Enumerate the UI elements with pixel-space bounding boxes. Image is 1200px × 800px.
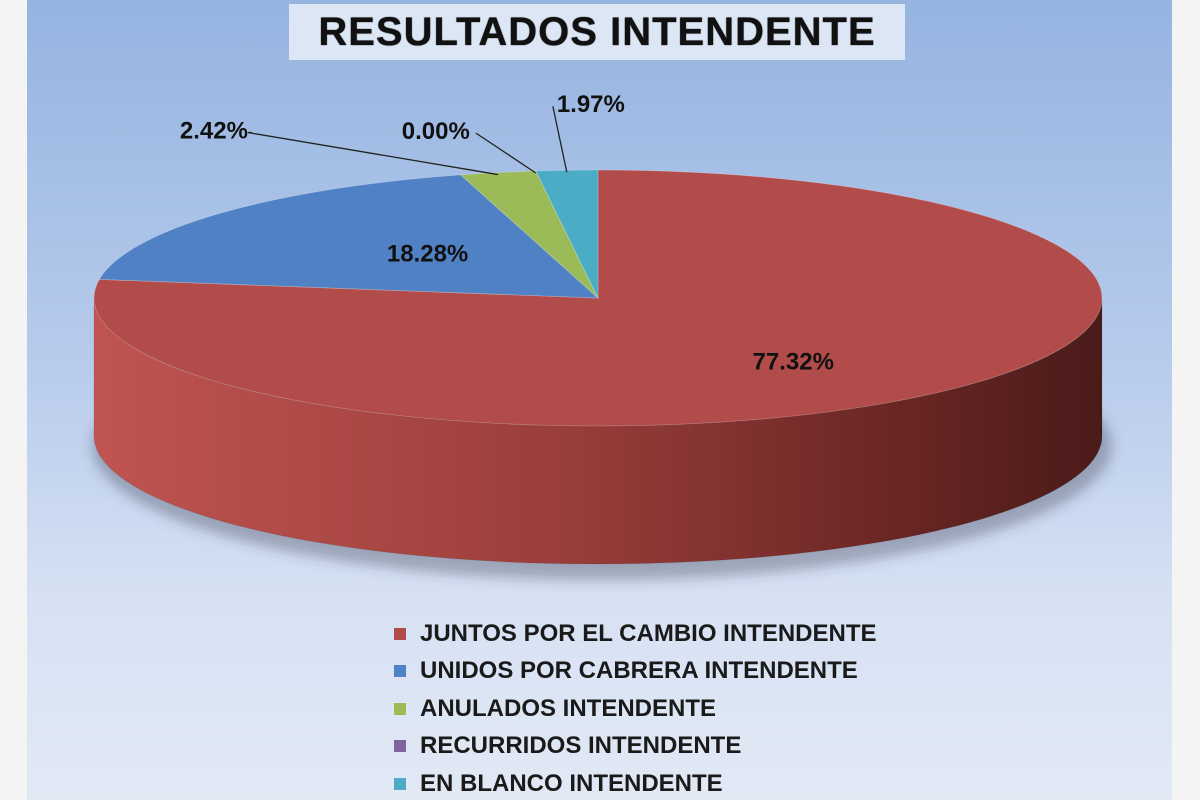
legend-label: ANULADOS INTENDENTE bbox=[420, 694, 717, 722]
data-label-0: 77.32% bbox=[753, 349, 834, 376]
legend-item: EN BLANCO INTENDENTE bbox=[394, 765, 954, 800]
data-label-2: 2.42% bbox=[180, 118, 248, 145]
legend-item: RECURRIDOS INTENDENTE bbox=[394, 728, 954, 766]
data-label-3: 0.00% bbox=[402, 118, 470, 145]
pie-slice-1 bbox=[98, 174, 600, 299]
legend-label: JUNTOS POR EL CAMBIO INTENDENTE bbox=[420, 619, 877, 647]
pie-chart: 77.32% 18.28% 2.42% 0.00% 1.97% bbox=[92, 91, 1112, 580]
legend-item: UNIDOS POR CABRERA INTENDENTE bbox=[394, 653, 954, 691]
chart-area: RESULTADOS INTENDENTE 77.32% 18.28% 2.42% 0… bbox=[27, 0, 1172, 800]
legend-swatch bbox=[394, 702, 406, 715]
legend-swatch bbox=[394, 740, 406, 753]
leader-line-4 bbox=[552, 106, 568, 173]
pie-slice-2 bbox=[459, 170, 599, 299]
legend-item: ANULADOS INTENDENTE bbox=[394, 690, 954, 728]
legend-item: JUNTOS POR EL CAMBIO INTENDENTE bbox=[394, 615, 954, 653]
data-label-1: 18.28% bbox=[387, 241, 468, 268]
legend-swatch bbox=[394, 627, 406, 640]
pie-slice-0 bbox=[93, 169, 1103, 427]
legend-label: UNIDOS POR CABRERA INTENDENTE bbox=[420, 657, 858, 685]
legend-label: RECURRIDOS INTENDENTE bbox=[420, 732, 742, 760]
legend-label: EN BLANCO INTENDENTE bbox=[420, 769, 723, 797]
legend: JUNTOS POR EL CAMBIO INTENDENTE UNIDOS PO… bbox=[394, 615, 954, 800]
legend-swatch bbox=[394, 665, 406, 678]
data-label-4: 1.97% bbox=[557, 91, 625, 118]
chart-title: RESULTADOS INTENDENTE bbox=[289, 4, 905, 60]
leader-line-2 bbox=[247, 131, 499, 176]
leader-line-3 bbox=[475, 132, 537, 174]
legend-swatch bbox=[394, 777, 406, 790]
